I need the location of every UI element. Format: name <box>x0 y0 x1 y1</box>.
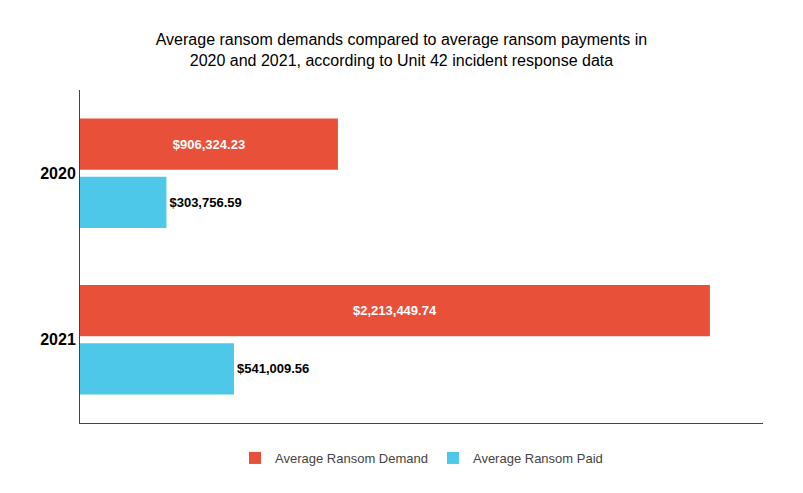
svg-text:2021: 2021 <box>40 331 76 348</box>
svg-text:$303,756.59: $303,756.59 <box>169 195 241 210</box>
svg-text:$906,324.23: $906,324.23 <box>173 137 245 152</box>
svg-text:Average Ransom Paid: Average Ransom Paid <box>473 451 603 466</box>
svg-text:2020: 2020 <box>40 165 76 182</box>
svg-text:$2,213,449.74: $2,213,449.74 <box>353 303 437 318</box>
svg-text:Average Ransom Demand: Average Ransom Demand <box>275 451 428 466</box>
svg-text:Average ransom demands compare: Average ransom demands compared to avera… <box>156 31 648 69</box>
svg-text:$541,009.56: $541,009.56 <box>237 361 309 376</box>
